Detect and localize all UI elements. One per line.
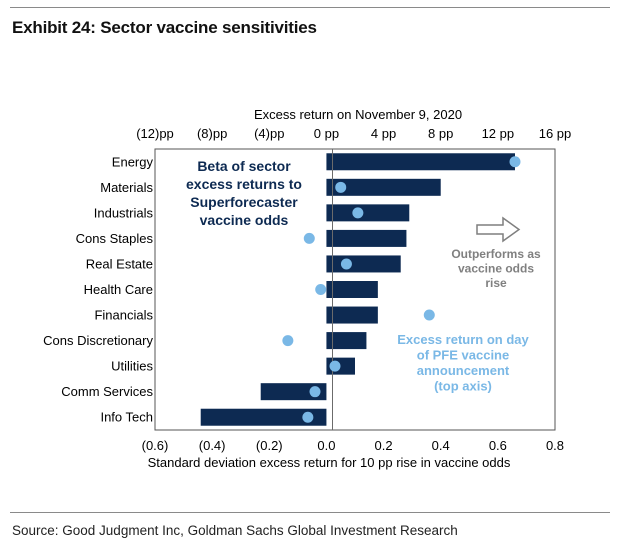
- category-labels: Energy Materials Industrials Cons Staples Re…: [43, 154, 153, 424]
- category-label: Health Care: [84, 282, 153, 297]
- top-tick-label: 0 pp: [314, 126, 339, 141]
- dot: [315, 284, 327, 295]
- dot-series: [282, 156, 521, 423]
- top-tick-label: (12)pp: [136, 126, 174, 141]
- category-label: Cons Discretionary: [43, 333, 153, 348]
- top-tick-label: (4)pp: [254, 126, 284, 141]
- annotation-line: (top axis): [434, 379, 492, 394]
- dot: [303, 232, 315, 244]
- top-axis-ticks: (12)pp (8)pp (4)pp 0 pp 4 pp 8 pp 12 pp 16 pp: [136, 126, 571, 141]
- bar: [326, 204, 410, 222]
- dot: [352, 207, 364, 219]
- bar: [326, 229, 407, 247]
- bar: [326, 306, 378, 324]
- bottom-tick-label: 0.0: [317, 438, 335, 453]
- bottom-axis-ticks: (0.6) (0.4) (0.2) 0.0 0.2 0.4 0.6 0.8: [142, 438, 564, 453]
- annotation-line: of PFE vaccine: [417, 348, 509, 363]
- category-label: Utilities: [111, 359, 153, 374]
- bar: [260, 383, 327, 401]
- top-tick-label: 4 pp: [371, 126, 396, 141]
- bar-series-annotation: Beta of sector excess returns to Superfore…: [186, 158, 302, 228]
- bar: [326, 281, 378, 298]
- category-label: Real Estate: [86, 256, 153, 271]
- right-arrow-icon: [476, 216, 521, 243]
- bar: [200, 408, 327, 426]
- top-axis-title: Excess return on November 9, 2020: [254, 107, 462, 122]
- bar: [326, 153, 515, 171]
- category-label: Financials: [94, 308, 153, 323]
- top-tick-label: 16 pp: [539, 126, 572, 141]
- bottom-tick-label: 0.6: [489, 438, 507, 453]
- top-tick-label: (8)pp: [197, 126, 227, 141]
- dot: [309, 386, 321, 398]
- bottom-rule: [10, 512, 610, 513]
- bottom-tick-label: (0.4): [199, 438, 226, 453]
- bottom-tick-label: (0.6): [142, 438, 169, 453]
- dot: [509, 156, 521, 168]
- category-label: Cons Staples: [76, 231, 154, 246]
- annotation-line: excess returns to: [186, 176, 302, 192]
- exhibit-title: Exhibit 24: Sector vaccine sensitivities: [12, 18, 317, 37]
- annotation-line: Excess return on day: [397, 332, 529, 347]
- top-tick-label: 12 pp: [482, 126, 515, 141]
- dot: [423, 309, 435, 321]
- bottom-tick-label: (0.2): [256, 438, 283, 453]
- dot: [340, 258, 352, 270]
- dot: [302, 411, 314, 423]
- annotation-line: vaccine odds: [200, 212, 289, 228]
- dot: [335, 181, 347, 193]
- dot: [282, 335, 294, 347]
- top-rule: [10, 7, 610, 8]
- annotation-line: rise: [485, 276, 507, 290]
- category-label: Energy: [112, 154, 154, 169]
- plot-frame: [154, 148, 556, 431]
- bottom-tick-label: 0.2: [375, 438, 393, 453]
- bottom-tick-label: 0.4: [432, 438, 450, 453]
- bottom-axis-title: Standard deviation excess return for 10 …: [148, 455, 511, 470]
- source-note: Source: Good Judgment Inc, Goldman Sachs…: [12, 523, 458, 538]
- bar: [326, 255, 401, 273]
- top-tick-label: 8 pp: [428, 126, 453, 141]
- bar: [326, 178, 441, 196]
- category-label: Info Tech: [100, 410, 153, 425]
- category-label: Comm Services: [61, 384, 153, 399]
- bar: [326, 332, 367, 350]
- category-label: Materials: [100, 180, 153, 195]
- annotation-line: announcement: [417, 363, 510, 378]
- annotation-line: Outperforms as: [451, 247, 541, 261]
- bottom-tick-label: 0.8: [546, 438, 564, 453]
- dot: [329, 360, 341, 372]
- annotation-line: vaccine odds: [458, 262, 534, 276]
- category-label: Industrials: [94, 205, 154, 220]
- sector-vaccine-chart: Excess return on November 9, 2020 (12)pp…: [43, 107, 571, 470]
- annotation-line: Superforecaster: [190, 194, 298, 210]
- annotation-line: Beta of sector: [197, 158, 291, 174]
